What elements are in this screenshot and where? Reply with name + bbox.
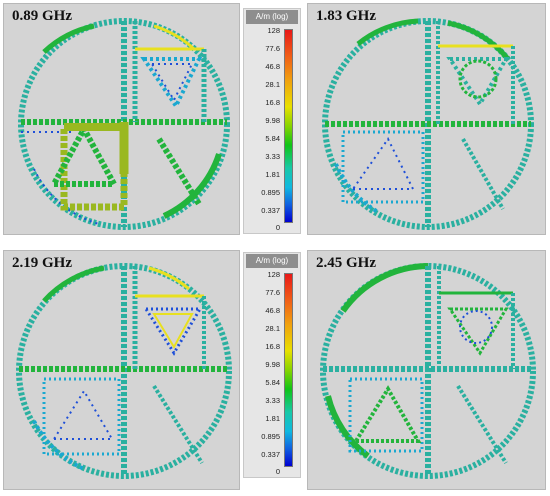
colorbar-tick: 1.81 [265, 170, 280, 179]
colorbar-tick: 16.8 [265, 342, 280, 351]
colorbar-unit: A/m (log) [246, 254, 298, 268]
colorbar-tick: 16.8 [265, 98, 280, 107]
antenna-current-plot [320, 263, 536, 479]
colorbar-tick: 3.33 [265, 396, 280, 405]
panel-0-89ghz: 0.89 GHz [3, 3, 240, 235]
colorbar-tick: 0 [275, 223, 280, 232]
panel-2-45ghz: 2.45 GHz [307, 250, 546, 490]
colorbar-tick: 5.84 [265, 378, 280, 387]
colorbar-tick: 0.895 [261, 188, 280, 197]
colorbar-tick: 1.81 [265, 414, 280, 423]
colorbar-tick: 3.33 [265, 152, 280, 161]
colorbar-top: A/m (log) 128 77.6 46.8 28.1 16.8 9.98 5… [243, 8, 301, 234]
colorbar-tick: 0 [275, 467, 280, 476]
colorbar-unit: A/m (log) [246, 10, 298, 24]
colorbar-gradient [284, 273, 293, 467]
colorbar-tick: 28.1 [265, 324, 280, 333]
colorbar-tick: 46.8 [265, 306, 280, 315]
colorbar-tick: 128 [267, 270, 280, 279]
colorbar-bottom: A/m (log) 128 77.6 46.8 28.1 16.8 9.98 5… [243, 252, 301, 478]
colorbar-tick: 0.337 [261, 206, 280, 215]
colorbar-tick: 9.98 [265, 116, 280, 125]
colorbar-tick: 0.337 [261, 450, 280, 459]
panel-2-19ghz: 2.19 GHz [3, 250, 240, 490]
antenna-current-plot [16, 263, 232, 479]
panel-1-83ghz: 1.83 GHz [307, 3, 546, 235]
colorbar-tick: 0.895 [261, 432, 280, 441]
colorbar-tick: 46.8 [265, 62, 280, 71]
colorbar-tick: 9.98 [265, 360, 280, 369]
antenna-current-plot [18, 18, 230, 230]
colorbar-tick: 28.1 [265, 80, 280, 89]
colorbar-tick: 5.84 [265, 134, 280, 143]
antenna-current-plot [322, 18, 534, 230]
colorbar-tick: 77.6 [265, 44, 280, 53]
frequency-label: 2.45 GHz [316, 255, 376, 271]
frequency-label: 1.83 GHz [316, 8, 376, 24]
colorbar-tick: 128 [267, 26, 280, 35]
frequency-label: 2.19 GHz [12, 255, 72, 271]
colorbar-gradient [284, 29, 293, 223]
colorbar-tick: 77.6 [265, 288, 280, 297]
frequency-label: 0.89 GHz [12, 8, 72, 24]
